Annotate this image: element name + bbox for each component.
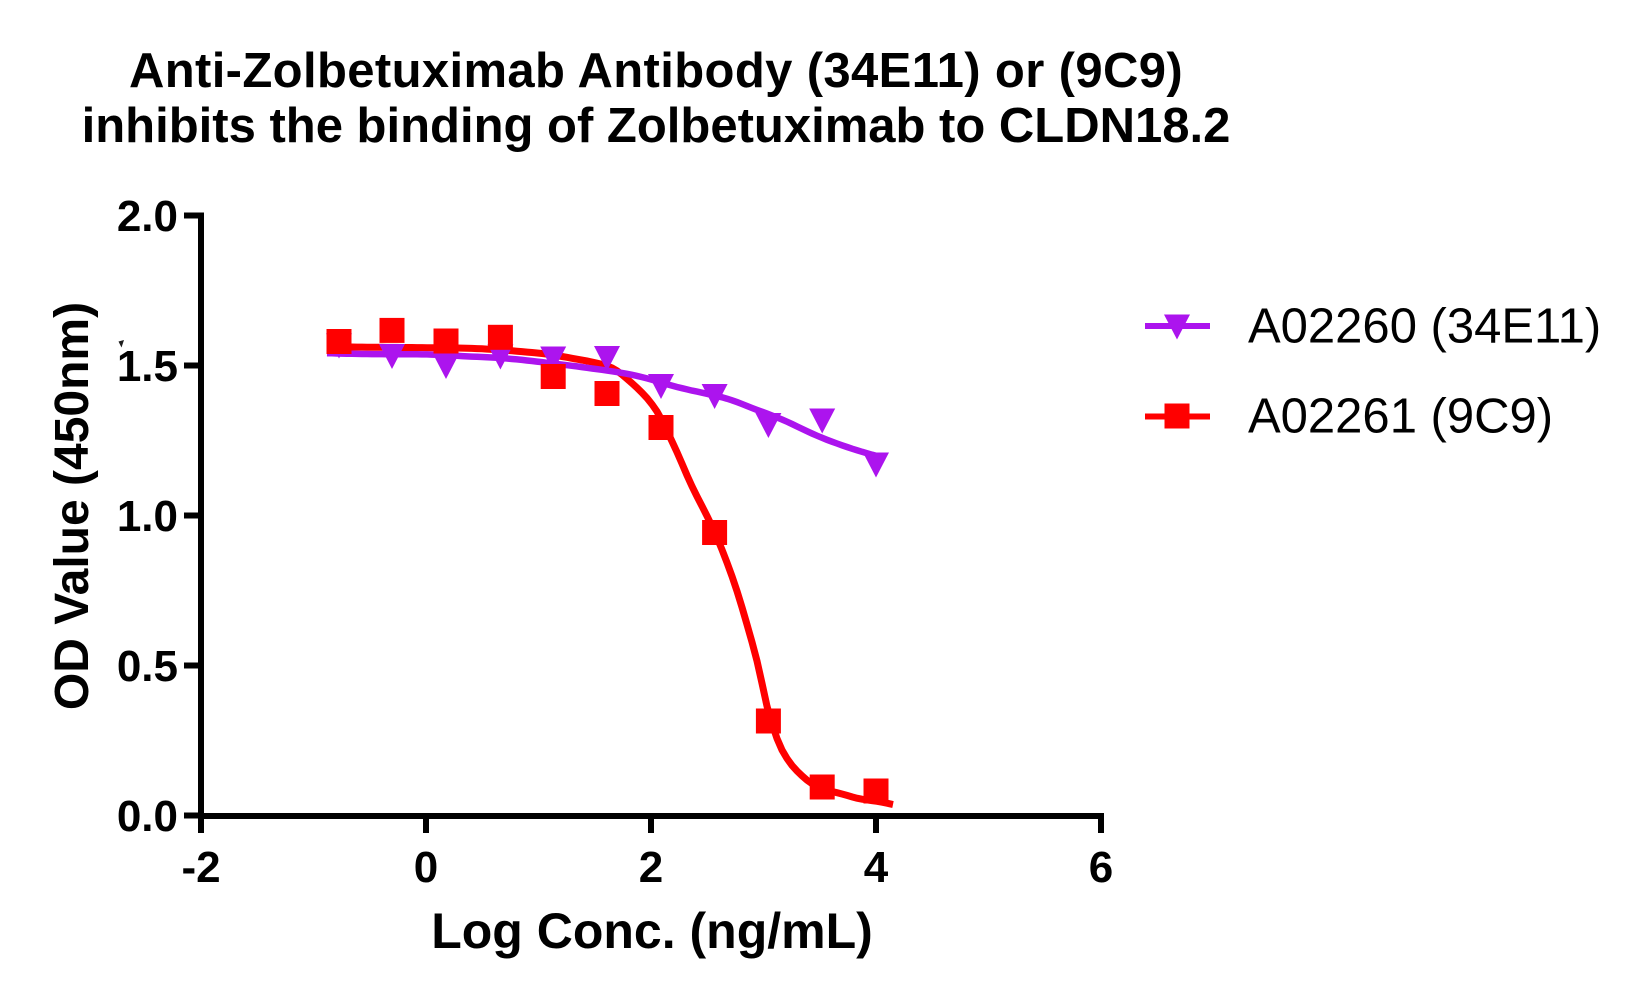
svg-text:0: 0: [414, 843, 438, 892]
svg-text:2: 2: [639, 843, 663, 892]
svg-text:Anti-Zolbetuximab Antibody (34: Anti-Zolbetuximab Antibody (34E11) or (9…: [129, 44, 1183, 98]
svg-text:Log Conc. (ng/mL): Log Conc. (ng/mL): [431, 903, 873, 959]
svg-text:OD Value (450nm): OD Value (450nm): [46, 302, 99, 710]
svg-text:A02260 (34E11): A02260 (34E11): [1248, 300, 1601, 354]
svg-text:-2: -2: [181, 843, 220, 892]
svg-text:0.5: 0.5: [117, 642, 178, 691]
svg-text:6: 6: [1089, 843, 1113, 892]
svg-text:A02261 (9C9): A02261 (9C9): [1248, 390, 1553, 444]
svg-text:0.0: 0.0: [117, 792, 178, 841]
svg-text:1.5: 1.5: [117, 342, 178, 391]
svg-text:1.0: 1.0: [117, 492, 178, 541]
svg-text:4: 4: [864, 843, 889, 892]
svg-text:2.0: 2.0: [117, 192, 178, 241]
svg-text:inhibits the binding of Zolbet: inhibits the binding of Zolbetuximab to …: [82, 99, 1231, 153]
